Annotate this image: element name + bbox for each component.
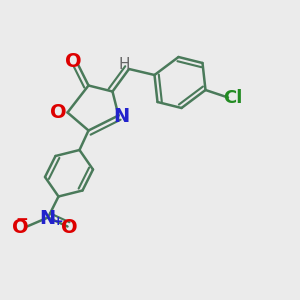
Text: N: N (39, 209, 56, 228)
Text: O: O (50, 103, 67, 122)
Text: O: O (61, 218, 78, 237)
Text: O: O (12, 218, 29, 237)
Text: O: O (65, 52, 82, 71)
Text: −: − (16, 212, 28, 227)
Text: H: H (119, 57, 130, 72)
Text: Cl: Cl (223, 89, 242, 107)
Text: +: + (52, 215, 63, 228)
Text: N: N (113, 106, 130, 126)
